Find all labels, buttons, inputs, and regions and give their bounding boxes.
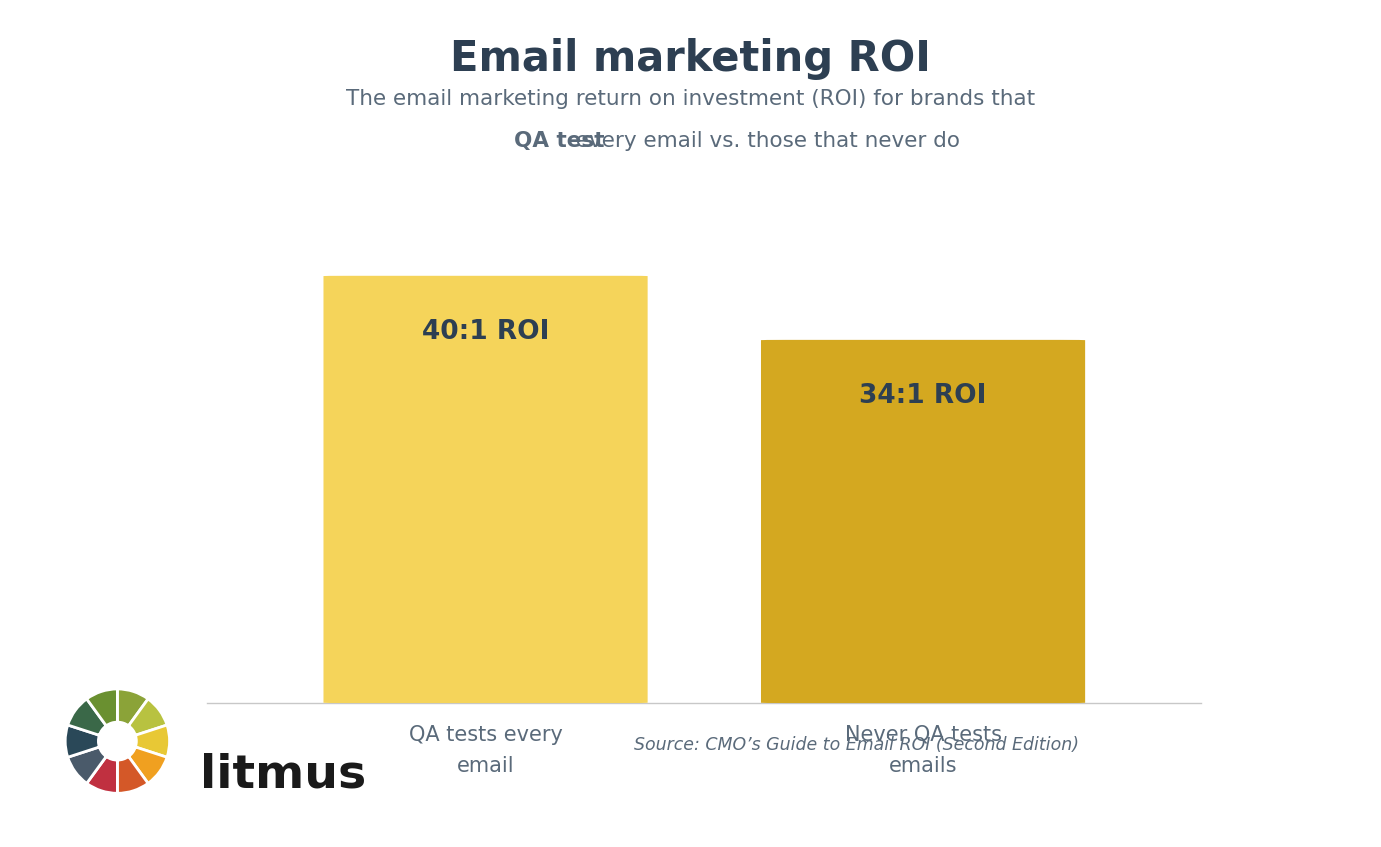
FancyBboxPatch shape <box>761 340 1085 703</box>
Wedge shape <box>87 689 117 726</box>
Wedge shape <box>117 689 148 726</box>
Text: litmus: litmus <box>200 752 366 798</box>
Wedge shape <box>135 725 170 757</box>
Wedge shape <box>68 747 106 783</box>
Text: 40:1 ROI: 40:1 ROI <box>421 318 550 345</box>
Text: Email marketing ROI: Email marketing ROI <box>450 38 931 80</box>
Text: 34:1 ROI: 34:1 ROI <box>859 383 987 408</box>
Text: Source: CMO’s Guide to Email ROI (Second Edition): Source: CMO’s Guide to Email ROI (Second… <box>634 736 1079 754</box>
Text: The email marketing return on investment (ROI) for brands that: The email marketing return on investment… <box>345 89 1036 109</box>
Wedge shape <box>117 756 148 794</box>
Wedge shape <box>65 725 99 757</box>
FancyBboxPatch shape <box>323 276 648 703</box>
Text: every email vs. those that never do: every email vs. those that never do <box>569 131 960 152</box>
Circle shape <box>98 722 137 760</box>
Wedge shape <box>128 747 167 783</box>
Wedge shape <box>128 699 167 735</box>
Wedge shape <box>87 756 117 794</box>
Wedge shape <box>68 699 106 735</box>
Text: QA test: QA test <box>514 131 603 152</box>
